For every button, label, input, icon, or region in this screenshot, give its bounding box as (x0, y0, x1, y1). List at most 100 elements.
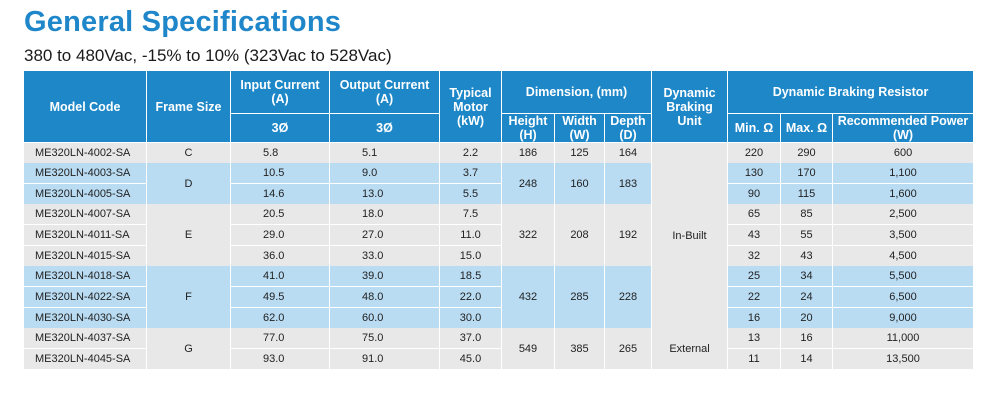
min-ohm-cell: 16 (727, 307, 781, 328)
table-row: ME320LN-4018-SA F 41.0 39.0 18.5 432 285… (23, 266, 975, 328)
typical-motor-cell: 22.0 (439, 286, 502, 308)
width-cell: 160 (554, 163, 605, 204)
input-current-cell: 49.5 (230, 286, 330, 308)
model-code-cell: ME320LN-4045-SA (23, 348, 147, 369)
recommended-power-cell: 5,500 (831, 266, 975, 287)
input-current-cell: 5.8 (230, 142, 330, 163)
input-current-cell: 29.0 (230, 224, 330, 246)
header-input-phase: 3Ø (230, 113, 330, 143)
height-cell: 186 (501, 142, 555, 163)
specifications-table: Model Code Frame Size Input Current (A) … (23, 70, 975, 369)
table-row: ME320LN-4011-SA 29.0 27.0 11.0 43 55 3,5… (23, 224, 975, 246)
max-ohm-cell: 14 (780, 348, 833, 369)
table-row: ME320LN-4030-SA 62.0 60.0 30.0 16 20 9,0… (23, 307, 975, 328)
width-cell: 285 (554, 266, 605, 328)
table-row: ME320LN-4005-SA 14.6 13.0 5.5 90 115 1,6… (23, 183, 975, 204)
input-current-cell: 62.0 (230, 307, 330, 328)
table-row: ME320LN-4015-SA 36.0 33.0 15.0 32 43 4,5… (23, 245, 975, 266)
input-current-cell: 41.0 (230, 266, 330, 287)
max-ohm-cell: 115 (780, 183, 833, 204)
typical-motor-cell: 18.5 (439, 266, 502, 287)
header-height: Height (H) (501, 113, 555, 143)
typical-motor-cell: 3.7 (439, 163, 502, 184)
recommended-power-cell: 6,500 (831, 286, 975, 308)
output-current-cell: 27.0 (329, 224, 440, 246)
input-current-cell: 93.0 (230, 348, 330, 369)
output-current-cell: 18.0 (329, 204, 440, 225)
recommended-power-cell: 1,600 (831, 183, 975, 204)
input-current-cell: 20.5 (230, 204, 330, 225)
min-ohm-cell: 65 (727, 204, 781, 225)
max-ohm-cell: 85 (780, 204, 833, 225)
frame-size-cell: E (146, 204, 231, 266)
height-cell: 549 (501, 328, 555, 369)
table-row: ME320LN-4002-SA C 5.8 5.1 2.2 186 125 16… (23, 142, 975, 328)
model-code-cell: ME320LN-4022-SA (23, 286, 147, 308)
height-cell: 322 (501, 204, 555, 266)
output-current-cell: 5.1 (329, 142, 440, 163)
typical-motor-cell: 30.0 (439, 307, 502, 328)
header-output-current: Output Current (A) (329, 70, 440, 114)
table-row: ME320LN-4007-SA E 20.5 18.0 7.5 322 208 … (23, 204, 975, 266)
model-code-cell: ME320LN-4005-SA (23, 183, 147, 204)
output-current-cell: 33.0 (329, 245, 440, 266)
recommended-power-cell: 1,100 (831, 163, 975, 184)
model-code-cell: ME320LN-4037-SA (23, 328, 147, 349)
max-ohm-cell: 16 (780, 328, 833, 349)
height-cell: 432 (501, 266, 555, 328)
frame-size-cell: C (146, 142, 231, 163)
header-recommended-power: Recommended Power (W) (831, 113, 975, 143)
depth-cell: 164 (604, 142, 652, 163)
typical-motor-cell: 11.0 (439, 224, 502, 246)
depth-cell: 265 (604, 328, 652, 369)
recommended-power-cell: 13,500 (831, 348, 975, 369)
header-output-phase: 3Ø (329, 113, 440, 143)
table-row: ME320LN-4022-SA 49.5 48.0 22.0 22 24 6,5… (23, 286, 975, 308)
max-ohm-cell: 170 (780, 163, 833, 184)
typical-motor-cell: 7.5 (439, 204, 502, 225)
header-dynamic-braking-unit: Dynamic Braking Unit (651, 70, 728, 143)
table-body: ME320LN-4002-SA C 5.8 5.1 2.2 186 125 16… (23, 142, 975, 369)
recommended-power-cell: 4,500 (831, 245, 975, 266)
output-current-cell: 91.0 (329, 348, 440, 369)
width-cell: 208 (554, 204, 605, 266)
output-current-cell: 75.0 (329, 328, 440, 349)
recommended-power-cell: 2,500 (831, 204, 975, 225)
frame-size-cell: D (146, 163, 231, 204)
model-code-cell: ME320LN-4030-SA (23, 307, 147, 328)
output-current-cell: 60.0 (329, 307, 440, 328)
min-ohm-cell: 220 (727, 142, 781, 163)
typical-motor-cell: 2.2 (439, 142, 502, 163)
max-ohm-cell: 20 (780, 307, 833, 328)
header-depth: Depth (D) (604, 113, 652, 143)
input-current-cell: 10.5 (230, 163, 330, 184)
min-ohm-cell: 43 (727, 224, 781, 246)
min-ohm-cell: 130 (727, 163, 781, 184)
model-code-cell: ME320LN-4003-SA (23, 163, 147, 184)
depth-cell: 192 (604, 204, 652, 266)
min-ohm-cell: 11 (727, 348, 781, 369)
width-cell: 385 (554, 328, 605, 369)
typical-motor-cell: 15.0 (439, 245, 502, 266)
max-ohm-cell: 55 (780, 224, 833, 246)
frame-size-cell: F (146, 266, 231, 328)
header-typical-motor: Typical Motor (kW) (439, 70, 502, 143)
header-dynamic-braking-resistor: Dynamic Braking Resistor (726, 70, 975, 114)
max-ohm-cell: 34 (780, 266, 833, 287)
header-input-current: Input Current (A) (230, 70, 330, 114)
input-current-cell: 36.0 (230, 245, 330, 266)
header-model-code: Model Code (23, 70, 147, 143)
depth-cell: 228 (604, 266, 652, 328)
min-ohm-cell: 90 (727, 183, 781, 204)
depth-cell: 183 (604, 163, 652, 204)
voltage-range-subtitle: 380 to 480Vac, -15% to 10% (323Vac to 52… (24, 46, 392, 65)
model-code-cell: ME320LN-4018-SA (23, 266, 147, 287)
input-current-cell: 14.6 (230, 183, 330, 204)
width-cell: 125 (554, 142, 605, 163)
table-header: Model Code Frame Size Input Current (A) … (23, 70, 975, 143)
height-cell: 248 (501, 163, 555, 204)
braking-unit-in-built-cell: In-Built (651, 142, 728, 328)
input-current-cell: 77.0 (230, 328, 330, 349)
typical-motor-cell: 5.5 (439, 183, 502, 204)
max-ohm-cell: 24 (780, 286, 833, 308)
